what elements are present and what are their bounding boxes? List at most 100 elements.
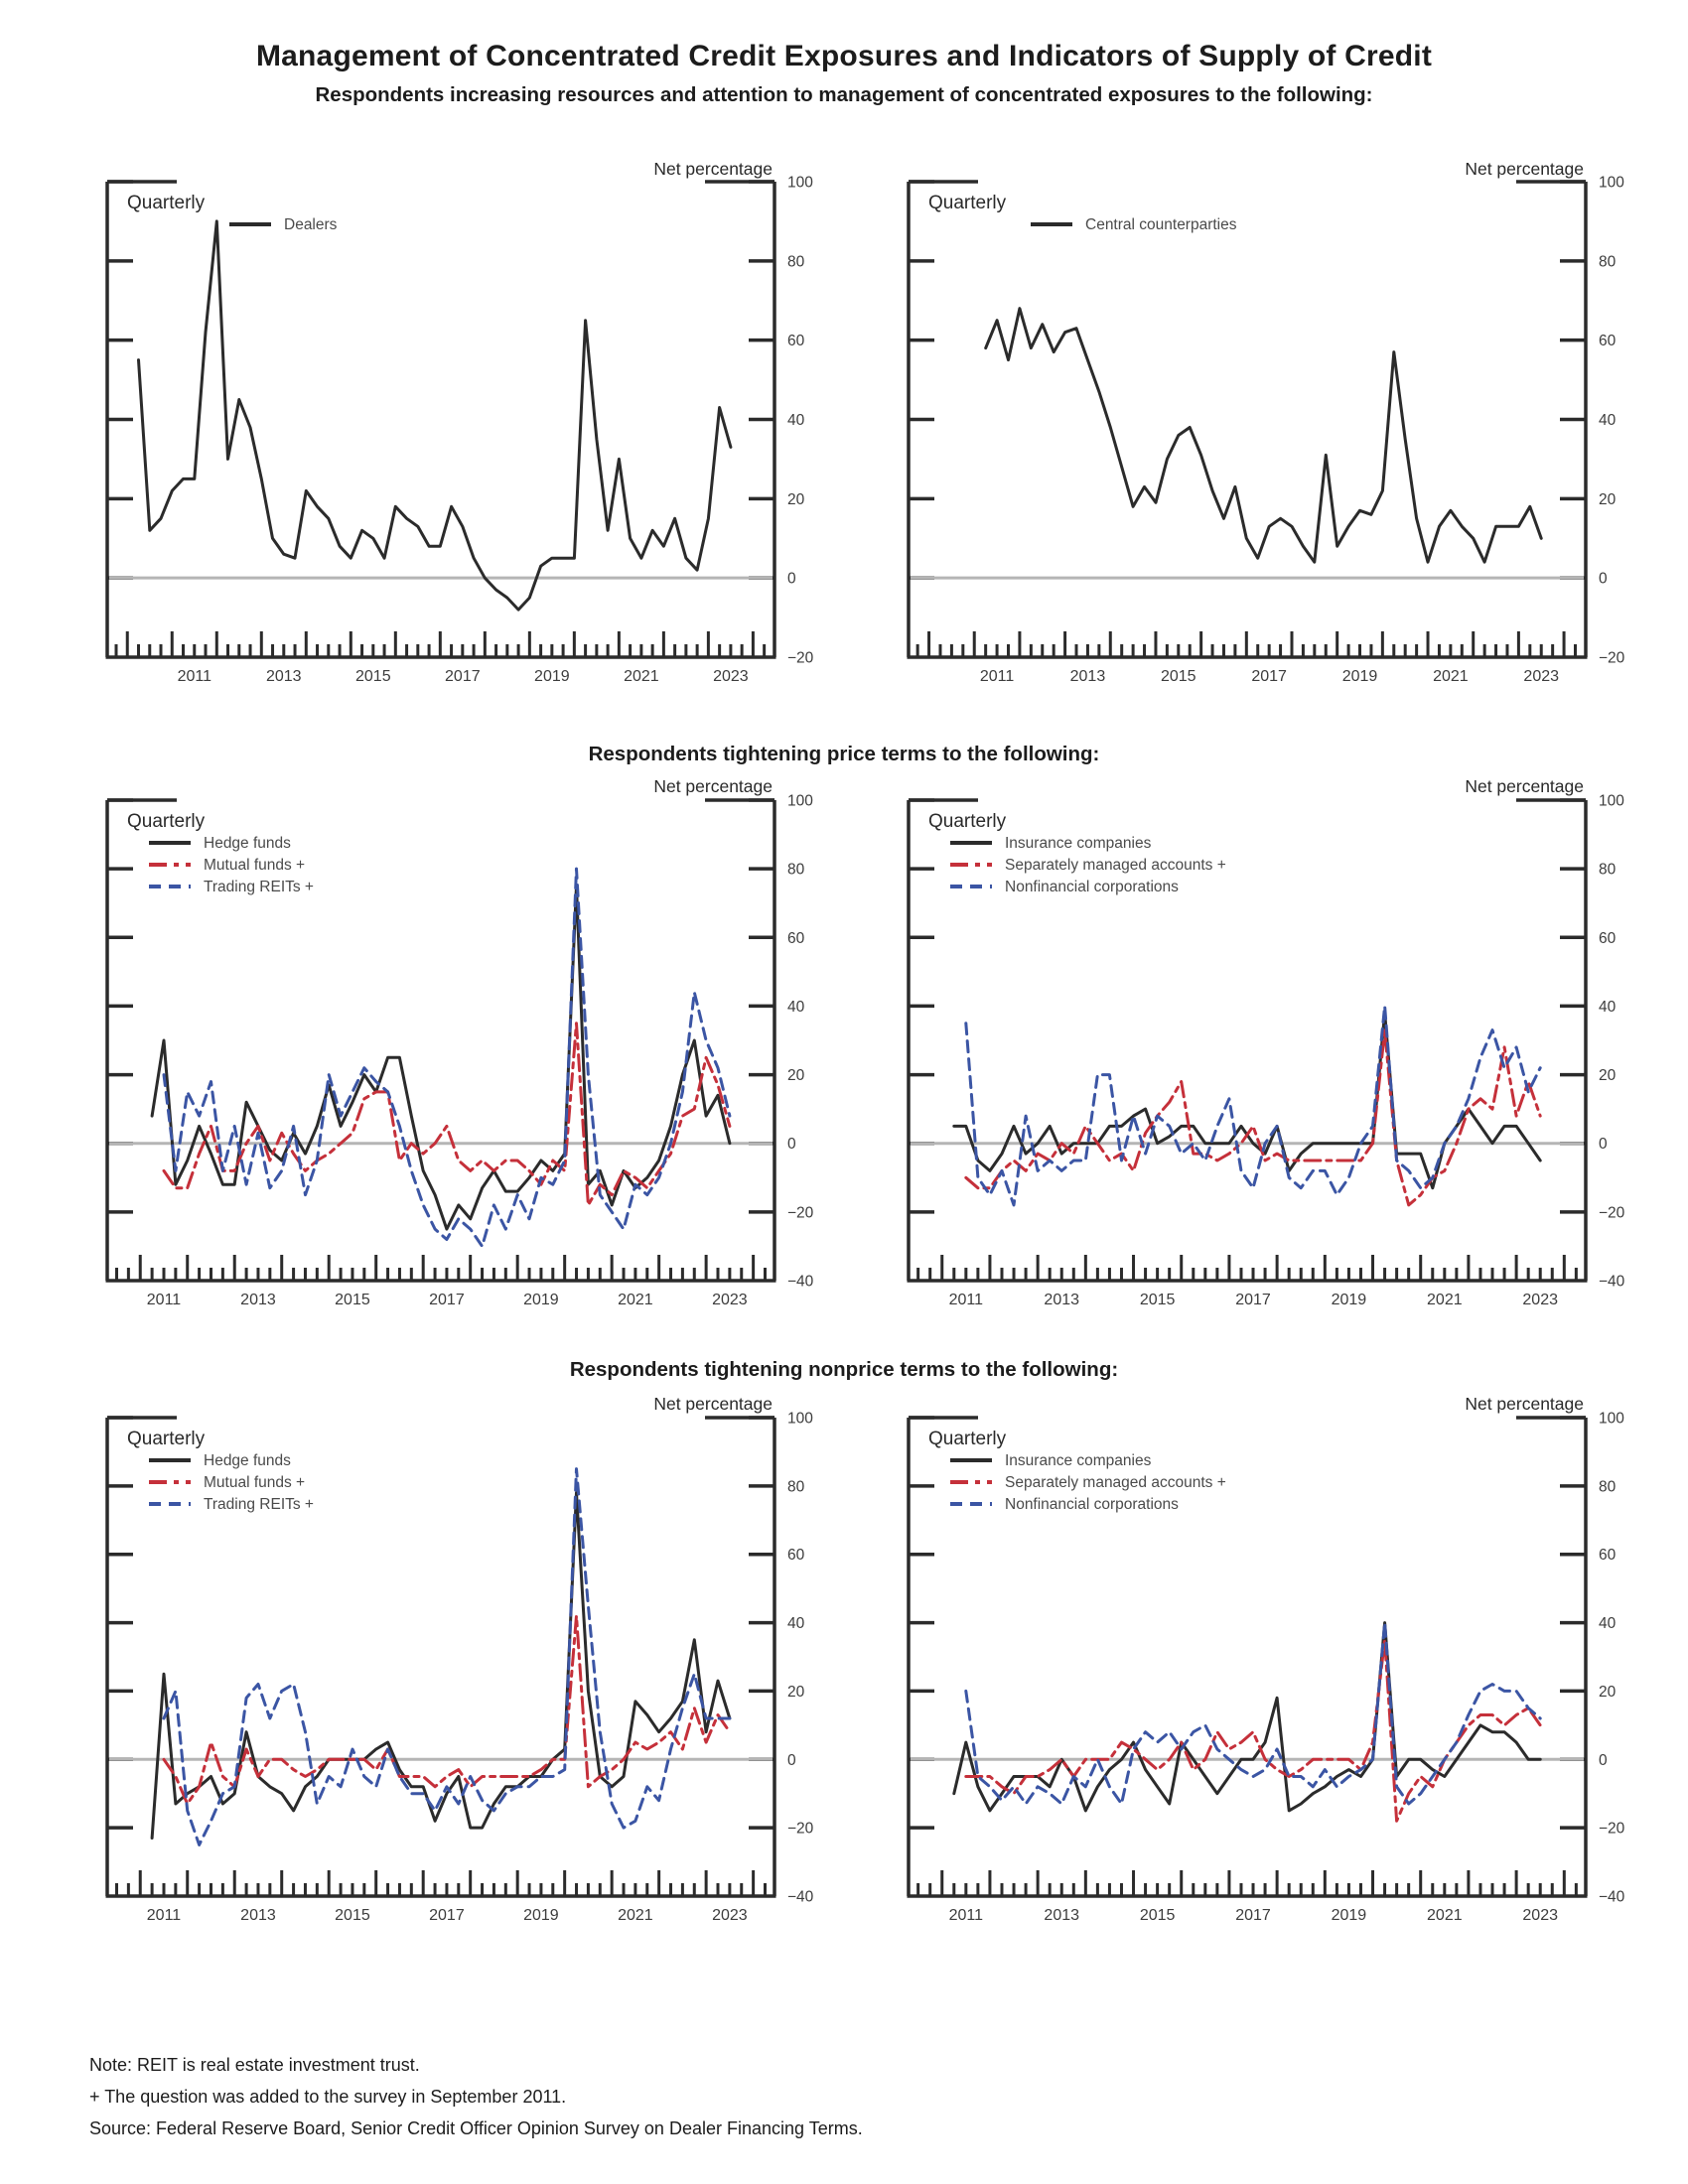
svg-text:20: 20 [787, 491, 805, 508]
series-dealers [137, 219, 733, 612]
svg-text:2011: 2011 [949, 1907, 984, 1924]
series-hedge-funds [150, 884, 732, 1231]
svg-text:20: 20 [787, 1067, 805, 1084]
svg-text:0: 0 [1599, 1136, 1608, 1153]
svg-text:Trading REITs +: Trading REITs + [204, 879, 314, 895]
svg-text:Quarterly: Quarterly [928, 1429, 1007, 1449]
svg-text:2011: 2011 [980, 668, 1015, 685]
section-subtitle-nonprice-terms: Respondents tightening nonprice terms to… [569, 1358, 1119, 1381]
svg-text:2015: 2015 [1140, 1292, 1176, 1308]
chart-exposures-dealers: 100 80 60 40 20 0 −20 2011 2013 2015 2017 2019 2021 2… [105, 159, 814, 685]
svg-text:Net percentage: Net percentage [1465, 776, 1584, 796]
svg-text:80: 80 [787, 1478, 805, 1495]
svg-text:2019: 2019 [523, 1292, 559, 1308]
svg-text:−20: −20 [1599, 650, 1625, 667]
svg-text:2011: 2011 [949, 1292, 984, 1308]
svg-text:2023: 2023 [1523, 668, 1559, 685]
svg-text:2021: 2021 [1433, 668, 1469, 685]
svg-text:Insurance companies: Insurance companies [1005, 1452, 1152, 1469]
svg-text:−20: −20 [787, 650, 814, 667]
svg-text:2013: 2013 [1044, 1292, 1079, 1308]
series-hedge-funds [150, 1491, 732, 1840]
svg-text:2019: 2019 [534, 668, 570, 685]
svg-text:Net percentage: Net percentage [1465, 159, 1584, 179]
series-separately-managed-accounts [964, 1028, 1542, 1207]
svg-text:40: 40 [1599, 412, 1617, 429]
svg-text:100: 100 [1599, 793, 1624, 810]
svg-text:0: 0 [1599, 1752, 1608, 1769]
svg-text:Net percentage: Net percentage [653, 159, 773, 179]
series-separately-managed-accounts [964, 1638, 1542, 1823]
svg-text:40: 40 [1599, 999, 1617, 1016]
svg-text:2015: 2015 [1161, 668, 1196, 685]
chart-axes [907, 180, 1588, 659]
svg-text:Quarterly: Quarterly [127, 1429, 206, 1449]
footnote-reit: Note: REIT is real estate investment tru… [89, 2055, 420, 2075]
series-central-counterparties [984, 307, 1543, 564]
svg-text:80: 80 [787, 862, 805, 879]
svg-text:2019: 2019 [1342, 668, 1378, 685]
svg-text:2017: 2017 [1235, 1907, 1271, 1924]
svg-text:−20: −20 [787, 1821, 814, 1838]
svg-text:0: 0 [787, 1136, 796, 1153]
chart-nonprice-terms-funds: 100 80 60 40 20 0 −20 −40 2011 2013 2015 2017 2019 20… [105, 1394, 814, 1924]
svg-text:−20: −20 [1599, 1821, 1625, 1838]
svg-text:−20: −20 [787, 1204, 814, 1221]
svg-text:20: 20 [787, 1684, 805, 1701]
svg-text:Net percentage: Net percentage [653, 776, 773, 796]
svg-text:2021: 2021 [1427, 1292, 1463, 1308]
section-subtitle-exposures: Respondents increasing resources and att… [315, 83, 1373, 106]
svg-text:2015: 2015 [335, 1907, 370, 1924]
svg-text:40: 40 [1599, 1615, 1617, 1632]
svg-text:Mutual funds +: Mutual funds + [204, 1474, 305, 1491]
svg-text:2023: 2023 [713, 668, 749, 685]
svg-text:−40: −40 [1599, 1889, 1625, 1906]
svg-text:2017: 2017 [429, 1292, 465, 1308]
svg-text:Hedge funds: Hedge funds [204, 1452, 291, 1469]
svg-text:2011: 2011 [147, 1907, 182, 1924]
series-insurance-companies [952, 1011, 1542, 1190]
svg-text:100: 100 [787, 175, 813, 192]
svg-text:Dealers: Dealers [284, 216, 338, 233]
svg-text:60: 60 [787, 333, 805, 349]
svg-text:60: 60 [787, 1547, 805, 1564]
chart-axes [105, 798, 776, 1283]
chart-axes [105, 180, 776, 659]
svg-text:Hedge funds: Hedge funds [204, 835, 291, 852]
svg-text:2019: 2019 [1332, 1907, 1367, 1924]
svg-text:Insurance companies: Insurance companies [1005, 835, 1152, 852]
svg-text:0: 0 [787, 571, 796, 588]
svg-text:2017: 2017 [1235, 1292, 1271, 1308]
svg-text:100: 100 [787, 1411, 813, 1428]
svg-text:0: 0 [1599, 571, 1608, 588]
svg-text:40: 40 [787, 412, 805, 429]
svg-text:Nonfinancial corporations: Nonfinancial corporations [1005, 879, 1179, 895]
svg-text:2011: 2011 [147, 1292, 182, 1308]
svg-text:Net percentage: Net percentage [653, 1394, 773, 1414]
svg-text:60: 60 [787, 930, 805, 947]
chart-price-terms-funds: 100 80 60 40 20 0 −20 −40 2011 2013 2015 2017 2019 20… [105, 776, 814, 1308]
svg-text:0: 0 [787, 1752, 796, 1769]
svg-text:Net percentage: Net percentage [1465, 1394, 1584, 1414]
svg-text:2023: 2023 [712, 1907, 748, 1924]
svg-text:−40: −40 [787, 1889, 814, 1906]
svg-text:Quarterly: Quarterly [928, 193, 1007, 213]
svg-text:80: 80 [787, 253, 805, 270]
svg-text:40: 40 [787, 999, 805, 1016]
svg-text:2011: 2011 [178, 668, 212, 685]
svg-text:2013: 2013 [1070, 668, 1106, 685]
svg-text:80: 80 [1599, 253, 1617, 270]
svg-text:Central counterparties: Central counterparties [1085, 216, 1237, 233]
svg-text:2017: 2017 [445, 668, 481, 685]
svg-text:2023: 2023 [1522, 1292, 1558, 1308]
svg-text:2021: 2021 [624, 668, 659, 685]
chart-price-terms-institutions: 100 80 60 40 20 0 −20 −40 2011 2013 2015 2017 2019 20… [907, 776, 1625, 1308]
svg-text:20: 20 [1599, 491, 1617, 508]
svg-text:100: 100 [1599, 175, 1624, 192]
svg-text:40: 40 [787, 1615, 805, 1632]
svg-text:Quarterly: Quarterly [928, 811, 1007, 832]
svg-text:2015: 2015 [355, 668, 391, 685]
svg-text:2013: 2013 [266, 668, 302, 685]
svg-text:Nonfinancial corporations: Nonfinancial corporations [1005, 1496, 1179, 1513]
